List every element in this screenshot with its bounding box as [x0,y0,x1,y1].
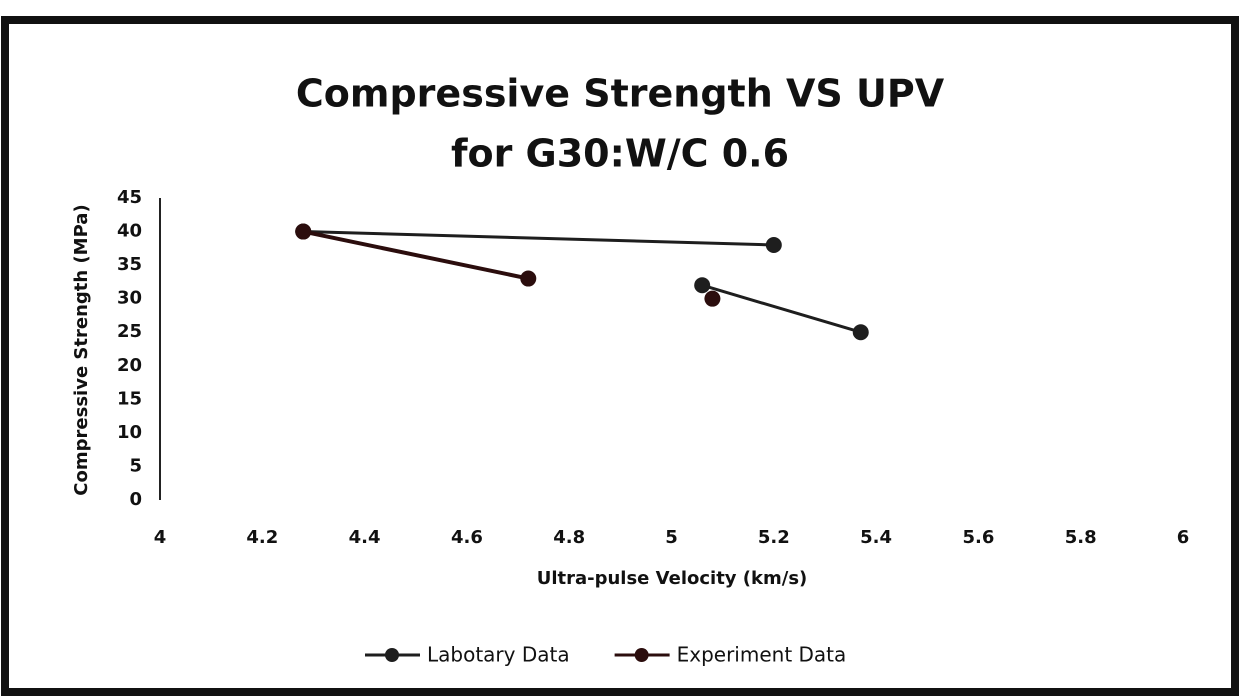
x-tick-label: 5.4 [860,527,892,548]
chart-title: for G30:W/C 0.6 [451,132,789,176]
series-marker [766,237,782,253]
chart: Compressive Strength VS UPV for G30:W/C … [0,0,1240,697]
y-tick-label: 25 [117,321,142,342]
y-tick-label: 40 [117,221,142,242]
legend-label: Labotary Data [427,643,570,667]
y-tick-label: 15 [117,388,142,409]
x-tick-label: 4.8 [553,527,585,548]
x-axis-label: Ultra-pulse Velocity (km/s) [537,568,808,589]
legend-marker [385,648,399,662]
y-tick-label: 30 [117,288,142,309]
x-tick-label: 5 [665,527,678,548]
x-tick-label: 5.6 [962,527,994,548]
series-marker [704,291,720,307]
x-tick-label: 4.6 [451,527,483,548]
x-tick-label: 5.2 [758,527,790,548]
legend-label: Experiment Data [677,643,847,667]
y-tick-label: 45 [117,187,142,208]
x-tick-label: 4.2 [246,527,278,548]
series-marker [295,224,311,240]
series-marker [853,324,869,340]
x-tick-label: 5.8 [1065,527,1097,548]
x-tick-label: 4.4 [349,527,381,548]
y-tick-label: 20 [117,355,142,376]
y-tick-label: 35 [117,254,142,275]
x-tick-label: 4 [154,527,167,548]
y-tick-label: 10 [117,422,142,443]
y-axis-label: Compressive Strength (MPa) [71,204,92,495]
chart-frame [5,20,1235,692]
series-marker [694,277,710,293]
series-marker [520,271,536,287]
x-tick-label: 6 [1177,527,1190,548]
chart-title: Compressive Strength VS UPV [296,72,945,116]
y-tick-label: 5 [129,455,142,476]
y-tick-label: 0 [129,489,142,510]
legend-marker [635,648,649,662]
